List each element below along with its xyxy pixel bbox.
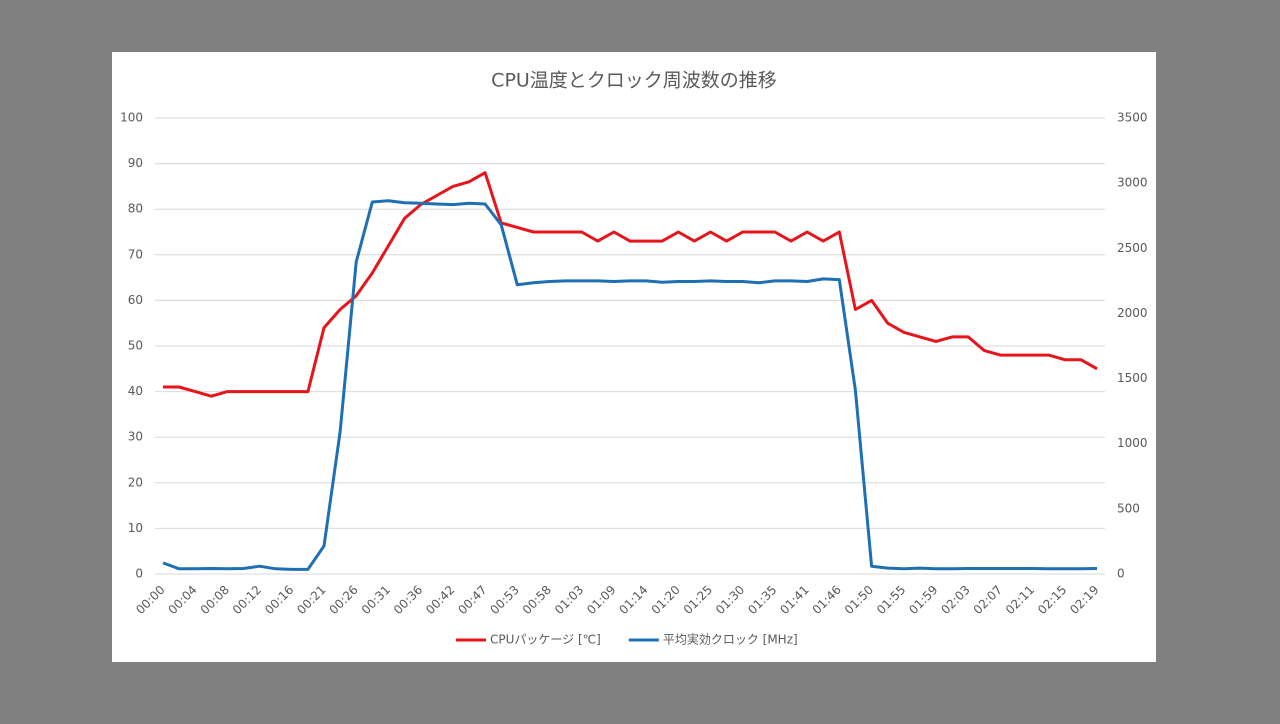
chart-title: CPU温度とクロック周波数の推移 xyxy=(491,70,777,92)
y-tick-label: 100 xyxy=(120,111,143,125)
y-tick-label: 60 xyxy=(128,293,143,307)
y2-tick-label: 3500 xyxy=(1117,111,1148,125)
y-tick-label: 70 xyxy=(128,247,143,261)
y-tick-label: 50 xyxy=(128,339,143,353)
y2-tick-label: 500 xyxy=(1117,501,1140,515)
y2-tick-label: 1000 xyxy=(1117,436,1148,450)
y2-tick-label: 0 xyxy=(1117,567,1125,581)
chart-panel xyxy=(112,52,1156,662)
legend-label: CPUパッケージ [℃] xyxy=(490,633,601,647)
y-tick-label: 30 xyxy=(128,430,143,444)
y2-tick-label: 2000 xyxy=(1117,306,1148,320)
y-tick-label: 80 xyxy=(128,202,143,216)
y-tick-label: 0 xyxy=(135,567,143,581)
y2-tick-label: 3000 xyxy=(1117,176,1148,190)
y-tick-label: 20 xyxy=(128,475,143,489)
y-tick-label: 90 xyxy=(128,156,143,170)
y-tick-label: 10 xyxy=(128,521,143,535)
y-tick-label: 40 xyxy=(128,384,143,398)
legend-label: 平均実効クロック [MHz] xyxy=(663,632,798,647)
y2-tick-label: 2500 xyxy=(1117,241,1148,255)
series-line xyxy=(163,171,1098,398)
series-line xyxy=(162,199,1098,571)
y2-tick-label: 1500 xyxy=(1117,371,1148,385)
